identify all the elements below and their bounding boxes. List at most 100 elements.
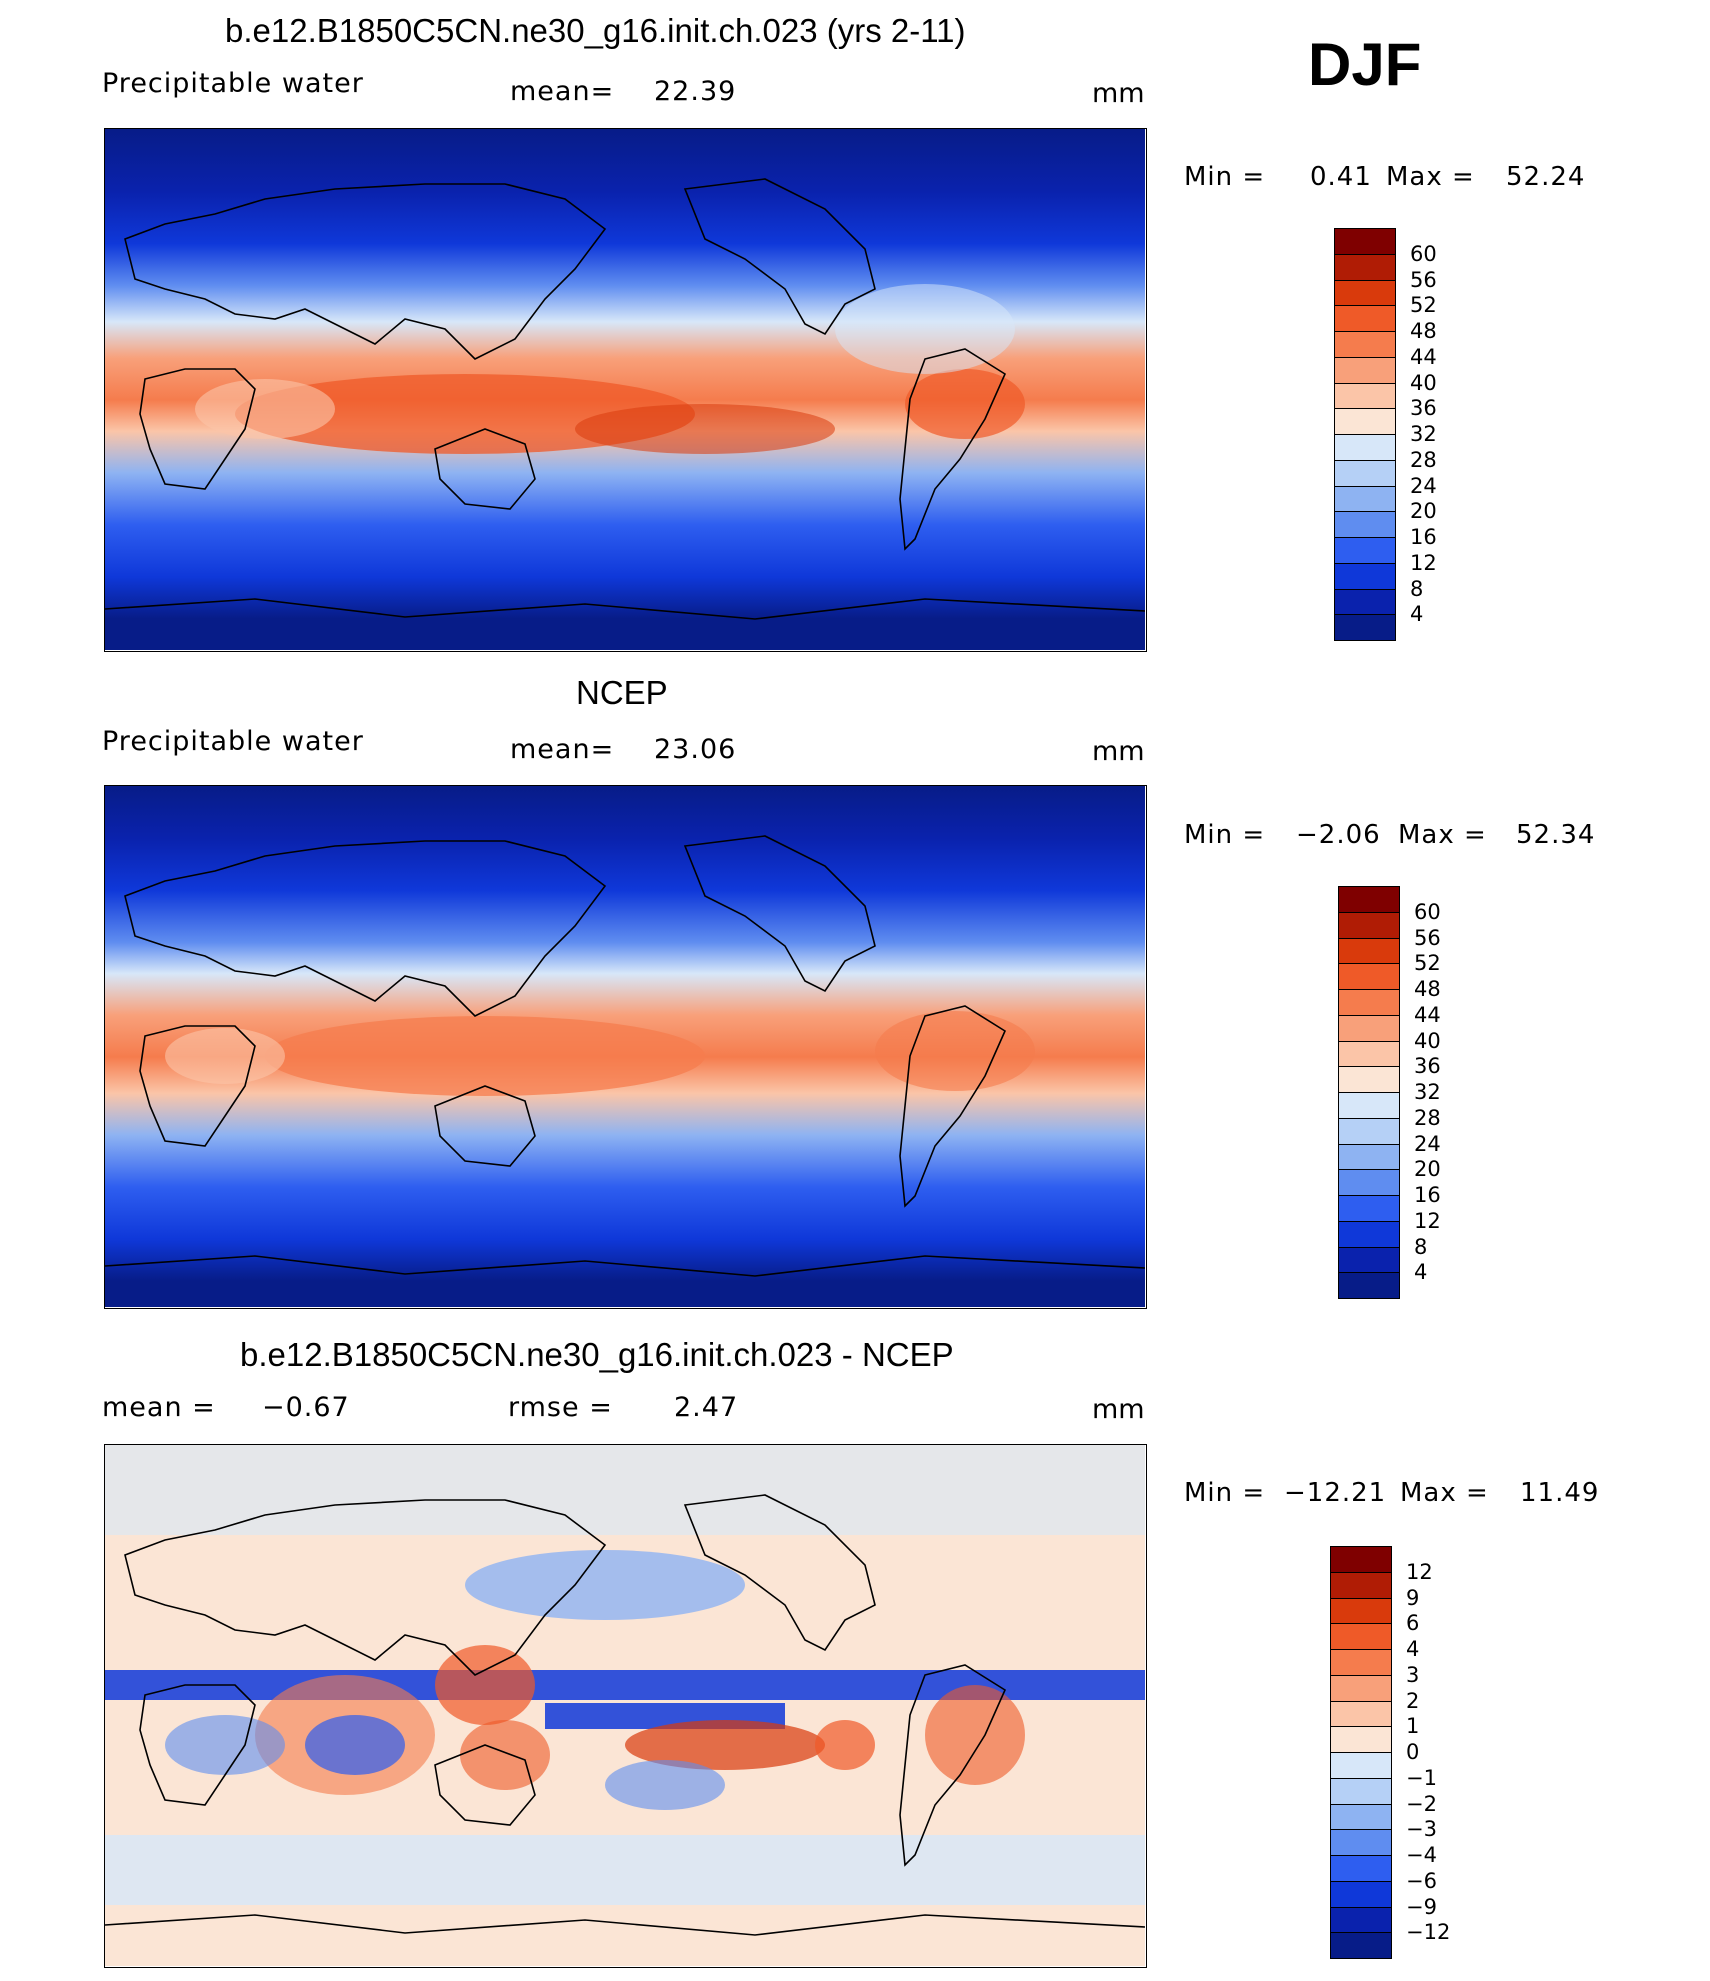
panel3-max-label: Max = (1400, 1478, 1489, 1508)
panel2-colorbar-bin (1338, 886, 1400, 913)
panel1-colorbar-label: 44 (1410, 344, 1437, 369)
panel2-colorbar-bin (1338, 937, 1400, 965)
panel1-colorbar-bin (1334, 228, 1396, 255)
panel3-colorbar-label: −4 (1406, 1843, 1437, 1867)
panel3-colorbar-label: 3 (1406, 1662, 1420, 1687)
panel3-colorbar-label: −9 (1406, 1894, 1437, 1919)
panel3-min-label: Min = (1184, 1478, 1266, 1508)
panel1-colorbar-label: 40 (1410, 370, 1437, 395)
panel3-colorbar-bin (1330, 1546, 1392, 1573)
panel3-colorbar-bin (1330, 1674, 1392, 1702)
panel1-colorbar-label: 36 (1410, 396, 1437, 421)
panel2-units: mm (1092, 736, 1145, 767)
panel2-colorbar-bin (1338, 1143, 1400, 1171)
panel1-variable: Precipitable water (102, 68, 364, 99)
panel3-colorbar-bin (1330, 1649, 1392, 1676)
panel2-colorbar-label: 52 (1414, 951, 1441, 976)
panel3-colorbar-bin (1330, 1700, 1392, 1728)
panel1-colorbar-bin (1334, 511, 1396, 538)
panel2-colorbar-label: 4 (1414, 1260, 1428, 1285)
panel3-colorbar-label: 1 (1406, 1714, 1420, 1739)
panel2-mean-label: mean= (510, 734, 615, 765)
panel2-colorbar-bin (1338, 1169, 1400, 1196)
panel3-colorbar-bin (1330, 1623, 1392, 1650)
panel1-units: mm (1092, 78, 1145, 109)
panel2-max-label: Max = (1398, 820, 1487, 850)
panel3-colorbar-label: 6 (1406, 1611, 1420, 1636)
panel1-colorbar-label: 4 (1410, 602, 1424, 627)
panel3-mean-value: −0.67 (262, 1392, 350, 1423)
panel2-colorbar-label: 56 (1414, 925, 1441, 950)
panel1-colorbar: 60 56 52 48 44 40 36 32 28 24 20 16 12 8 4 (1334, 228, 1437, 641)
panel2-map (104, 785, 1147, 1309)
panel2-colorbar-bin (1338, 1117, 1400, 1145)
panel2-colorbar-label: 20 (1414, 1157, 1441, 1182)
panel3-title: b.e12.B1850C5CN.ne30_g16.init.ch.023 - N… (240, 1336, 954, 1373)
panel2-mean-value: 23.06 (654, 734, 737, 765)
panel1-colorbar-bin (1334, 434, 1396, 461)
panel3-colorbar-bin (1330, 1880, 1392, 1908)
panel3-units: mm (1092, 1394, 1145, 1425)
panel2-colorbar-label: 60 (1414, 899, 1441, 924)
panel1-colorbar-label: 56 (1410, 267, 1437, 292)
panel1-colorbar-bin (1334, 305, 1396, 332)
panel3-colorbar-bin (1330, 1597, 1392, 1625)
panel2-title: NCEP (576, 674, 668, 711)
panel1-max-value: 52.24 (1506, 162, 1586, 192)
panel1-colorbar-label: 8 (1410, 576, 1424, 601)
panel1-mean-value: 22.39 (654, 76, 737, 107)
panel1-colorbar-label: 24 (1410, 473, 1437, 498)
panel1-coastlines (105, 178, 1145, 620)
panel2-colorbar-bin (1338, 1040, 1400, 1068)
panel2-colorbar-bin (1338, 1272, 1400, 1299)
panel1-colorbar-bin (1334, 485, 1396, 513)
panel1-colorbar-bin (1334, 588, 1396, 616)
panel1-colorbar-bin (1334, 279, 1396, 307)
panel3-colorbar-bin (1330, 1571, 1392, 1599)
panel2-colorbar-bin (1338, 1195, 1400, 1222)
panel2-colorbar-bin (1338, 1246, 1400, 1274)
panel2-colorbar-bin (1338, 1092, 1400, 1119)
panel3-colorbar-label: −2 (1406, 1791, 1437, 1816)
panel1-colorbar-label: 48 (1410, 319, 1437, 343)
panel1-colorbar-bin (1334, 253, 1396, 281)
panel3-colorbar-bin (1330, 1803, 1392, 1831)
panel3-coastlines (105, 1494, 1145, 1936)
panel3-colorbar-bin (1330, 1855, 1392, 1882)
panel3-colorbar-bin (1330, 1752, 1392, 1779)
panel3-colorbar-bin (1330, 1932, 1392, 1959)
panel2-colorbar-bin (1338, 1014, 1400, 1042)
panel2-max-value: 52.34 (1516, 820, 1596, 850)
panel2-colorbar-bin (1338, 1066, 1400, 1093)
panel2-colorbar-label: 24 (1414, 1131, 1441, 1156)
panel3-colorbar-label: 4 (1406, 1637, 1420, 1661)
panel3-colorbar-bin (1330, 1906, 1392, 1934)
panel1-mean-label: mean= (510, 76, 615, 107)
panel1-min-label: Min = (1184, 162, 1266, 192)
panel1-colorbar-label: 60 (1410, 241, 1437, 266)
panel2-colorbar-label: 36 (1414, 1054, 1441, 1079)
panel1-colorbar-bin (1334, 356, 1396, 384)
panel3-colorbar-label: 12 (1406, 1559, 1433, 1584)
panel3-colorbar-label: −3 (1406, 1817, 1437, 1842)
panel3-mean-label: mean = (102, 1392, 216, 1423)
panel2-colorbar-bin (1338, 963, 1400, 990)
panel1-colorbar-bin (1334, 382, 1396, 410)
panel1-colorbar-label: 16 (1410, 525, 1437, 549)
panel2-min-label: Min = (1184, 820, 1266, 850)
panel1-colorbar-bin (1334, 408, 1396, 435)
panel3-max-value: 11.49 (1520, 1478, 1600, 1508)
panel3-colorbar-label: 2 (1406, 1688, 1420, 1713)
panel1-colorbar-bin (1334, 562, 1396, 590)
panel1-colorbar-label: 32 (1410, 422, 1437, 446)
panel2-colorbar-label: 28 (1414, 1105, 1441, 1130)
panel2-colorbar-label: 40 (1414, 1028, 1441, 1053)
panel3-colorbar-bin (1330, 1726, 1392, 1753)
panel2-colorbar-bin (1338, 989, 1400, 1016)
panel2-colorbar-label: 12 (1414, 1208, 1441, 1233)
panel3-colorbar-label: −1 (1406, 1765, 1437, 1790)
panel2-colorbar: 60 56 52 48 44 40 36 32 28 24 20 16 12 8 4 (1338, 886, 1441, 1299)
panel1-colorbar-label: 28 (1410, 447, 1437, 472)
panel2-colorbar-label: 32 (1414, 1080, 1441, 1104)
panel3-colorbar-bin (1330, 1829, 1392, 1856)
